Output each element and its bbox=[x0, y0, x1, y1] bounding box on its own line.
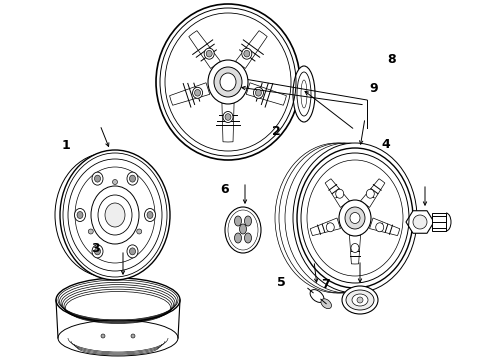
Polygon shape bbox=[349, 235, 360, 264]
Ellipse shape bbox=[239, 224, 246, 234]
Polygon shape bbox=[310, 218, 340, 235]
Polygon shape bbox=[246, 83, 286, 105]
Ellipse shape bbox=[224, 114, 230, 120]
Ellipse shape bbox=[92, 245, 103, 258]
Text: 1: 1 bbox=[61, 139, 70, 152]
Circle shape bbox=[356, 297, 362, 303]
Ellipse shape bbox=[144, 208, 155, 221]
Ellipse shape bbox=[349, 212, 359, 224]
Ellipse shape bbox=[375, 223, 383, 232]
Ellipse shape bbox=[92, 172, 103, 185]
Ellipse shape bbox=[206, 50, 212, 57]
Ellipse shape bbox=[234, 216, 241, 226]
Polygon shape bbox=[405, 211, 433, 233]
Ellipse shape bbox=[129, 248, 135, 255]
Ellipse shape bbox=[350, 243, 358, 252]
Ellipse shape bbox=[156, 4, 299, 160]
Ellipse shape bbox=[244, 233, 251, 243]
Ellipse shape bbox=[214, 67, 242, 97]
Ellipse shape bbox=[58, 320, 178, 356]
Text: 9: 9 bbox=[369, 82, 378, 95]
Circle shape bbox=[88, 229, 93, 234]
Ellipse shape bbox=[94, 248, 101, 255]
Ellipse shape bbox=[244, 50, 249, 57]
Ellipse shape bbox=[255, 90, 261, 96]
Ellipse shape bbox=[55, 153, 159, 277]
Ellipse shape bbox=[292, 143, 416, 293]
Ellipse shape bbox=[207, 60, 247, 104]
Circle shape bbox=[112, 180, 117, 185]
Ellipse shape bbox=[74, 208, 85, 221]
Ellipse shape bbox=[220, 73, 236, 91]
Ellipse shape bbox=[127, 172, 138, 185]
Ellipse shape bbox=[105, 203, 125, 227]
Polygon shape bbox=[169, 83, 209, 105]
Ellipse shape bbox=[244, 216, 251, 226]
Text: 4: 4 bbox=[381, 138, 390, 150]
Text: 3: 3 bbox=[91, 242, 100, 255]
Polygon shape bbox=[325, 179, 349, 207]
Circle shape bbox=[137, 229, 142, 234]
Polygon shape bbox=[235, 31, 266, 68]
Ellipse shape bbox=[56, 278, 180, 322]
Ellipse shape bbox=[98, 195, 132, 235]
Ellipse shape bbox=[60, 150, 170, 280]
Ellipse shape bbox=[346, 290, 373, 310]
Ellipse shape bbox=[194, 90, 200, 96]
Ellipse shape bbox=[223, 112, 232, 122]
Ellipse shape bbox=[335, 189, 343, 198]
Ellipse shape bbox=[351, 294, 367, 306]
Ellipse shape bbox=[147, 212, 153, 219]
Ellipse shape bbox=[94, 175, 101, 182]
Polygon shape bbox=[188, 31, 220, 68]
Ellipse shape bbox=[241, 48, 251, 59]
Ellipse shape bbox=[345, 207, 364, 229]
Polygon shape bbox=[369, 218, 399, 235]
Ellipse shape bbox=[129, 175, 135, 182]
Text: 5: 5 bbox=[276, 276, 285, 289]
Circle shape bbox=[131, 334, 135, 338]
Ellipse shape bbox=[325, 223, 334, 232]
Circle shape bbox=[101, 334, 105, 338]
Ellipse shape bbox=[320, 299, 331, 309]
Ellipse shape bbox=[366, 189, 373, 198]
Ellipse shape bbox=[127, 245, 138, 258]
Text: 7: 7 bbox=[320, 278, 329, 291]
Ellipse shape bbox=[338, 200, 370, 236]
Ellipse shape bbox=[341, 286, 377, 314]
Ellipse shape bbox=[192, 87, 202, 98]
Text: 8: 8 bbox=[386, 53, 395, 66]
Polygon shape bbox=[222, 103, 234, 142]
Ellipse shape bbox=[204, 48, 214, 59]
Ellipse shape bbox=[77, 212, 83, 219]
Bar bbox=[431, 213, 445, 231]
Ellipse shape bbox=[292, 66, 314, 122]
Ellipse shape bbox=[224, 207, 261, 253]
Text: 2: 2 bbox=[271, 125, 280, 138]
Text: 6: 6 bbox=[220, 183, 229, 195]
Polygon shape bbox=[360, 179, 384, 207]
Ellipse shape bbox=[309, 289, 323, 302]
Circle shape bbox=[412, 215, 426, 229]
Ellipse shape bbox=[234, 233, 241, 243]
Ellipse shape bbox=[253, 87, 263, 98]
Ellipse shape bbox=[91, 186, 139, 244]
Ellipse shape bbox=[296, 148, 412, 288]
